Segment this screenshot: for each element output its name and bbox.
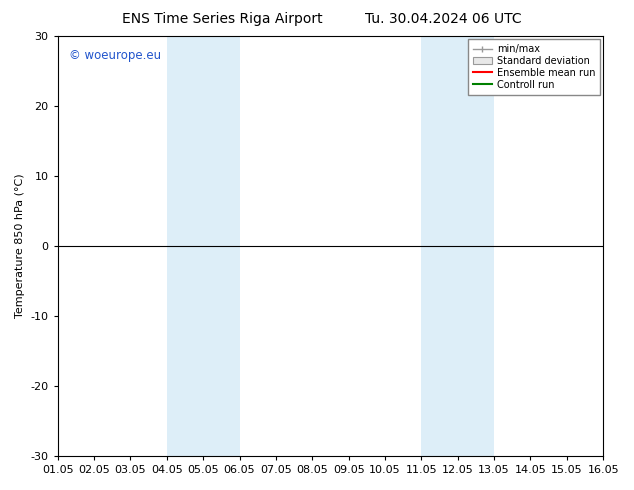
Legend: min/max, Standard deviation, Ensemble mean run, Controll run: min/max, Standard deviation, Ensemble me… [468,39,600,95]
Text: Tu. 30.04.2024 06 UTC: Tu. 30.04.2024 06 UTC [365,12,522,26]
Text: © woeurope.eu: © woeurope.eu [68,49,161,62]
Text: ENS Time Series Riga Airport: ENS Time Series Riga Airport [122,12,322,26]
Bar [422,36,494,456]
Bar [167,36,240,456]
Y-axis label: Temperature 850 hPa (°C): Temperature 850 hPa (°C) [15,174,25,318]
